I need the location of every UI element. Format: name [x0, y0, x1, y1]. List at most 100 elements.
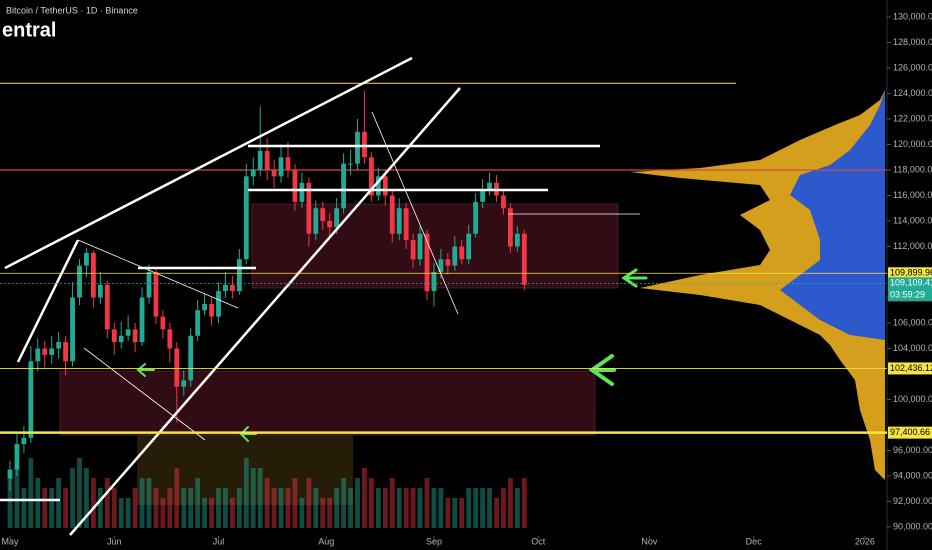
volume-bar — [181, 488, 187, 528]
volume-bar — [56, 478, 62, 528]
volume-bar — [49, 488, 55, 528]
arrows — [136, 268, 648, 442]
volume-bar — [334, 488, 340, 528]
volume-bar — [320, 498, 326, 528]
candle-body — [521, 233, 527, 285]
candle-body — [306, 182, 312, 234]
candle-body — [167, 329, 173, 349]
volume-bar — [508, 478, 513, 528]
volume-bar — [146, 478, 152, 528]
volume-bar — [174, 468, 180, 528]
x-tick-label: 2026 — [855, 536, 875, 546]
candle-body — [438, 259, 444, 272]
y-tick-label: 112,000.00 — [893, 241, 932, 251]
candle-body — [216, 291, 221, 317]
volume-bar — [459, 498, 465, 528]
candle-body — [236, 259, 242, 292]
volume-bar — [63, 488, 68, 528]
volume-bar — [104, 478, 110, 528]
candle-body — [466, 233, 472, 260]
volume-bar — [431, 488, 437, 528]
y-tick-label: 118,000.00 — [893, 164, 932, 174]
volume-bar — [250, 468, 256, 528]
volume-bar — [410, 488, 416, 528]
y-tick-label: 116,000.00 — [893, 190, 932, 200]
volume-bar — [445, 498, 451, 528]
candle-body — [56, 342, 62, 349]
volume-bar — [167, 488, 173, 528]
volume-bar — [480, 488, 485, 528]
volume-bar — [153, 488, 159, 528]
candle-body — [278, 157, 284, 177]
volume-bar — [77, 458, 82, 528]
volume-bar — [209, 498, 214, 528]
volume-bar — [202, 498, 207, 528]
volume-bar — [21, 488, 27, 528]
volume-bar — [417, 488, 423, 528]
volume-bar — [375, 488, 381, 528]
volume-bar — [125, 498, 131, 528]
volume-bar — [299, 498, 305, 528]
volume-bar — [264, 478, 270, 528]
volume-bar — [438, 488, 444, 528]
candle-body — [382, 176, 388, 196]
y-tick-label: 128,000.00 — [893, 37, 932, 47]
volume-profile — [630, 90, 885, 480]
volume-bar — [514, 488, 520, 528]
x-tick-label: Sep — [426, 536, 442, 546]
candle-body — [292, 170, 298, 202]
price-label: 102,436.12 — [890, 363, 932, 373]
candle-body — [424, 233, 430, 292]
candle-body — [445, 259, 451, 266]
candle-body — [14, 444, 20, 470]
candle-body — [28, 361, 34, 438]
candle-body — [243, 176, 249, 260]
candle-body — [410, 240, 416, 260]
volume-bar — [285, 488, 291, 528]
volume-bar — [306, 478, 312, 528]
candle-body — [459, 246, 465, 260]
candle-body — [104, 284, 110, 330]
volume-bar — [91, 478, 96, 528]
candle-body — [202, 303, 207, 311]
candle-body — [452, 246, 458, 266]
candle-body — [355, 131, 360, 164]
candle-body — [209, 303, 214, 317]
candle-body — [396, 208, 402, 234]
y-tick-label: 120,000.00 — [893, 139, 932, 149]
candle-body — [160, 316, 166, 330]
title: entral — [2, 19, 56, 41]
volume-bar — [313, 488, 319, 528]
candle-body — [389, 195, 395, 234]
candle-body — [230, 284, 235, 292]
candle-body — [403, 208, 409, 241]
candle-body — [70, 297, 75, 362]
symbol: Bitcoin / TetherUS · 1D · Binance — [6, 5, 138, 15]
volume-bar — [139, 478, 145, 528]
x-tick-label: Dec — [746, 536, 763, 546]
volume-bar — [257, 468, 263, 528]
candle-body — [21, 437, 27, 445]
x-tick-label: May — [1, 536, 19, 546]
candle-body — [49, 348, 55, 355]
countdown: 03:59:29 — [890, 290, 925, 300]
volume-bar — [292, 478, 298, 528]
volume-bar — [111, 488, 117, 528]
candle-body — [118, 335, 124, 343]
volume-bar — [271, 488, 277, 528]
volume-bar — [70, 468, 75, 528]
volume-bar — [389, 478, 395, 528]
candle-body — [97, 284, 103, 298]
candle-body — [480, 189, 485, 202]
x-tick-label: Oct — [531, 536, 546, 546]
candle-body — [320, 208, 326, 221]
y-tick-label: 122,000.00 — [893, 113, 932, 123]
candle-body — [195, 310, 201, 336]
candle-body — [223, 284, 228, 292]
volume-bar — [501, 488, 506, 528]
y-tick-label: 100,000.00 — [893, 394, 932, 404]
volume-bar — [278, 488, 284, 528]
candle-body — [375, 176, 381, 196]
price-label-box — [888, 426, 932, 439]
y-tick-label: 130,000.00 — [893, 11, 932, 21]
